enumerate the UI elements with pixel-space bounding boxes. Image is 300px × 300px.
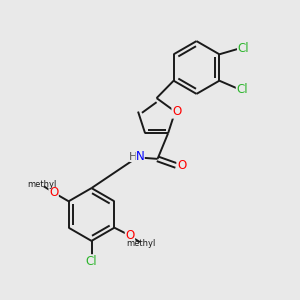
Text: methyl: methyl (127, 239, 156, 248)
Text: O: O (172, 105, 181, 118)
Text: H: H (129, 152, 138, 162)
Text: O: O (177, 159, 186, 172)
Text: O: O (125, 229, 135, 242)
Text: Cl: Cl (86, 255, 97, 268)
Text: O: O (49, 186, 58, 200)
Text: Cl: Cl (236, 83, 248, 96)
Text: N: N (136, 150, 145, 163)
Text: methyl: methyl (28, 180, 57, 189)
Text: Cl: Cl (238, 42, 249, 55)
